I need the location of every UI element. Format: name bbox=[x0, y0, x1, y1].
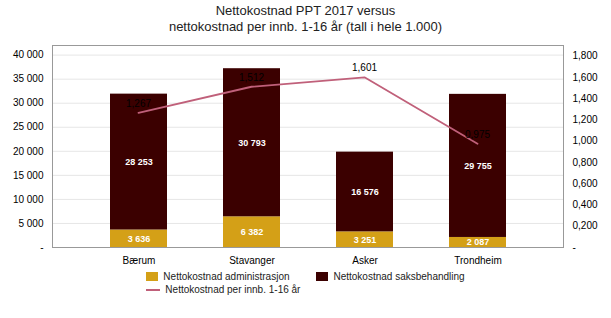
html-text:Nettokostnad saksbehandling: Nettokostnad saksbehandling bbox=[333, 271, 465, 282]
svg-text:1,400: 1,400 bbox=[573, 93, 598, 104]
svg-text:1,601: 1,601 bbox=[352, 62, 377, 73]
svg-text:Stavanger: Stavanger bbox=[229, 255, 275, 266]
html-text:nettokostnad per innb. 1-16 år: nettokostnad per innb. 1-16 år (tall i h… bbox=[168, 19, 443, 34]
svg-text:0,200: 0,200 bbox=[573, 220, 598, 231]
svg-text:1,600: 1,600 bbox=[573, 72, 598, 83]
html-text:Nettokostnad per innb. 1-16 år: Nettokostnad per innb. 1-16 år bbox=[165, 284, 301, 295]
svg-text:1,000: 1,000 bbox=[573, 135, 598, 146]
svg-text:28 253: 28 253 bbox=[125, 157, 153, 167]
svg-text:40 000: 40 000 bbox=[13, 49, 44, 60]
svg-text:Bærum: Bærum bbox=[123, 255, 156, 266]
svg-text:1,800: 1,800 bbox=[573, 50, 598, 61]
svg-text:1,267: 1,267 bbox=[126, 98, 151, 109]
svg-text:35 000: 35 000 bbox=[13, 73, 44, 84]
svg-text:2 087: 2 087 bbox=[467, 237, 490, 247]
svg-text:-: - bbox=[573, 242, 576, 253]
svg-text:1,200: 1,200 bbox=[573, 114, 598, 125]
svg-text:5 000: 5 000 bbox=[18, 218, 43, 229]
svg-text:16 576: 16 576 bbox=[351, 187, 379, 197]
html-text:Nettokostnad administrasjon: Nettokostnad administrasjon bbox=[163, 271, 290, 282]
svg-text:30 000: 30 000 bbox=[13, 97, 44, 108]
svg-text:6 382: 6 382 bbox=[241, 227, 264, 237]
svg-text:3 251: 3 251 bbox=[354, 235, 377, 245]
svg-text:29 755: 29 755 bbox=[464, 161, 492, 171]
svg-text:25 000: 25 000 bbox=[13, 121, 44, 132]
svg-text:-: - bbox=[40, 242, 43, 253]
svg-text:15 000: 15 000 bbox=[13, 170, 44, 181]
svg-text:1,512: 1,512 bbox=[239, 72, 264, 83]
svg-text:0,975: 0,975 bbox=[465, 129, 490, 140]
svg-text:Trondheim: Trondheim bbox=[454, 255, 501, 266]
svg-text:3 636: 3 636 bbox=[128, 234, 151, 244]
svg-text:Asker: Asker bbox=[352, 255, 378, 266]
svg-text:20 000: 20 000 bbox=[13, 146, 44, 157]
svg-text:0,800: 0,800 bbox=[573, 157, 598, 168]
html-text:Nettokostnad PPT 2017 versus: Nettokostnad PPT 2017 versus bbox=[215, 3, 396, 18]
svg-text:30 793: 30 793 bbox=[238, 138, 266, 148]
svg-text:0,600: 0,600 bbox=[573, 178, 598, 189]
svg-text:10 000: 10 000 bbox=[13, 194, 44, 205]
svg-text:0,400: 0,400 bbox=[573, 199, 598, 210]
